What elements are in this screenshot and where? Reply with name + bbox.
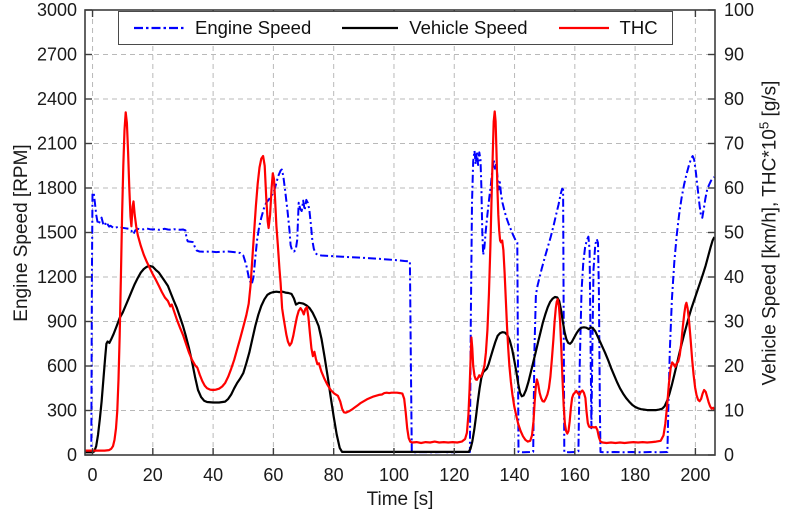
series-engine-speed [85, 149, 716, 454]
x-tick-label: 20 [143, 465, 163, 485]
y-right-tick-label: 80 [724, 89, 744, 109]
y-left-tick-label: 1800 [37, 178, 77, 198]
engine-speed-line-sample-icon [134, 26, 184, 30]
x-tick-label: 200 [680, 465, 710, 485]
y-right-tick-label: 0 [724, 445, 734, 465]
legend-item-vehicle-speed: Vehicle Speed [341, 17, 528, 39]
x-tick-label: 100 [379, 465, 409, 485]
legend-label-vehicle-speed: Vehicle Speed [409, 17, 528, 38]
y-left-tick-label: 900 [47, 312, 77, 332]
x-tick-label: 80 [324, 465, 344, 485]
y-left-tick-label: 600 [47, 356, 77, 376]
x-tick-label: 120 [439, 465, 469, 485]
legend-label-engine-speed: Engine Speed [195, 17, 312, 38]
y-left-tick-label: 1500 [37, 223, 77, 243]
y-left-tick-label: 300 [47, 401, 77, 421]
y-right-tick-label: 90 [724, 45, 744, 65]
y-left-tick-label: 0 [67, 445, 77, 465]
y-right-tick-label: 40 [724, 267, 744, 287]
right-y-axis-label-units: [g/s] [759, 80, 781, 122]
vehicle-speed-line-sample-icon [342, 26, 399, 30]
legend-item-thc: THC [558, 17, 658, 39]
y-right-tick-label: 100 [724, 0, 754, 20]
x-tick-label: 140 [500, 465, 530, 485]
legend-item-engine-speed: Engine Speed [133, 17, 311, 39]
x-tick-label: 40 [203, 465, 223, 485]
y-left-tick-label: 3000 [37, 0, 77, 20]
y-left-tick-label: 2700 [37, 45, 77, 65]
y-right-tick-label: 50 [724, 223, 744, 243]
legend-label-thc: THC [619, 17, 658, 38]
right-y-axis-label: Vehicle Speed [km/h], THC*105 [g/s] [756, 81, 781, 386]
y-right-tick-label: 10 [724, 401, 744, 421]
series-vehicle-speed [85, 236, 716, 454]
x-tick-label: 60 [263, 465, 283, 485]
y-left-tick-label: 1200 [37, 267, 77, 287]
x-axis-label: Time [s] [366, 489, 434, 510]
left-y-axis-label: Engine Speed [RPM] [11, 144, 32, 322]
x-tick-label: 180 [620, 465, 650, 485]
x-tick-label: 0 [88, 465, 98, 485]
right-y-axis-label-text: Vehicle Speed [km/h], THC*10 [759, 129, 781, 386]
y-left-tick-label: 2100 [37, 134, 77, 154]
y-right-tick-label: 60 [724, 178, 744, 198]
x-tick-label: 160 [560, 465, 590, 485]
thc-line-sample-icon [558, 26, 609, 30]
y-right-tick-label: 20 [724, 356, 744, 376]
legend: Engine Speed Vehicle Speed THC [118, 11, 673, 45]
y-left-tick-label: 2400 [37, 89, 77, 109]
y-right-tick-label: 70 [724, 134, 744, 154]
y-right-tick-label: 30 [724, 312, 744, 332]
series-thc [85, 110, 716, 452]
right-y-axis-label-superscript: 5 [756, 121, 772, 130]
